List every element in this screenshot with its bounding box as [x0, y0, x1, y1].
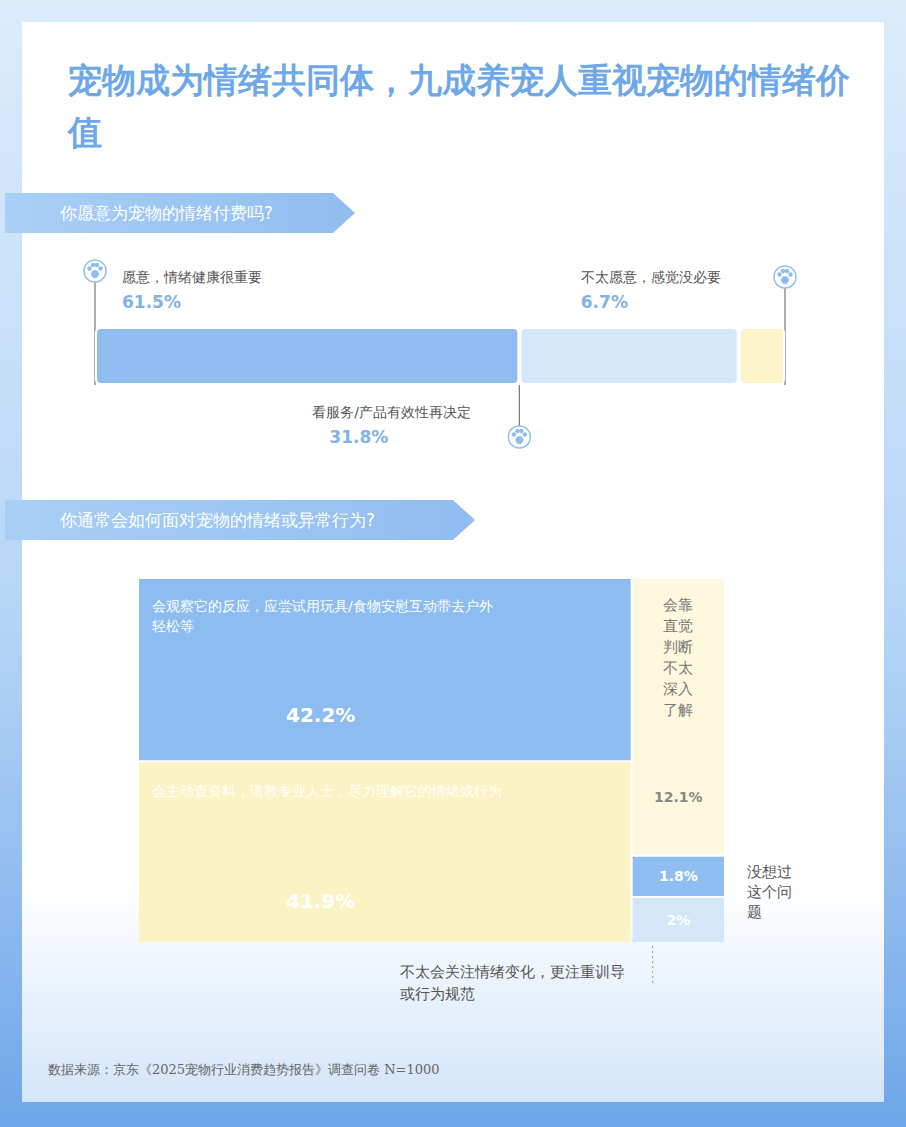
- svg-text:这个问: 这个问: [747, 883, 792, 901]
- svg-text:会观察它的反应，应尝试用玩具/食物安慰互动带去户外: 会观察它的反应，应尝试用玩具/食物安慰互动带去户外: [152, 598, 493, 614]
- svg-text:题: 题: [747, 903, 762, 921]
- svg-text:不太愿意，感觉没必要: 不太愿意，感觉没必要: [581, 269, 721, 285]
- svg-text:直觉: 直觉: [663, 617, 693, 635]
- svg-text:判断: 判断: [663, 638, 693, 656]
- svg-text:会主动查资料，请教专业人士，尽力理解它的情绪或行为: 会主动查资料，请教专业人士，尽力理解它的情绪或行为: [152, 783, 502, 799]
- html-text:数据来源：京东《2025宠物行业消费趋势报告》调查问卷 N=: 数据来源：京东《2025宠物行业消费趋势报告》调查问卷 N=1000: [48, 1062, 440, 1077]
- svg-text:愿意，情绪健康很重要: 愿意，情绪健康很重要: [122, 269, 262, 285]
- svg-text:或行为规范: 或行为规范: [400, 985, 475, 1003]
- svg-text:会靠: 会靠: [663, 596, 693, 614]
- svg-text:61.5%: 61.5%: [122, 292, 181, 312]
- svg-text:不太会关注情绪变化，更注重训导: 不太会关注情绪变化，更注重训导: [400, 963, 625, 981]
- svg-text:了解: 了解: [663, 701, 693, 719]
- svg-text:轻松等: 轻松等: [152, 618, 194, 634]
- svg-text:1.8%: 1.8%: [659, 868, 698, 884]
- html-text:宠物成为情绪共同体，九成养宠人重视宠物的情绪价值: 宠物成为情绪共同体，九成养宠人重视宠物的情绪价值: [68, 60, 850, 152]
- html-text:你愿意为宠物的情绪付费吗?: 你愿意为宠物的情绪付费吗?: [60, 203, 273, 223]
- svg-text:不太: 不太: [663, 659, 693, 677]
- svg-text:2%: 2%: [666, 912, 690, 928]
- svg-text:31.8%: 31.8%: [329, 427, 388, 447]
- svg-text:41.9%: 41.9%: [286, 889, 355, 913]
- html-text:你通常会如何面对宠物的情绪或异常行为?: 你通常会如何面对宠物的情绪或异常行为?: [60, 510, 375, 530]
- svg-text:42.2%: 42.2%: [286, 703, 355, 727]
- svg-text:12.1%: 12.1%: [654, 789, 703, 805]
- svg-text:深入: 深入: [663, 680, 693, 698]
- svg-text:看服务/产品有效性再决定: 看服务/产品有效性再决定: [312, 404, 471, 420]
- svg-text:没想过: 没想过: [747, 863, 792, 881]
- svg-text:6.7%: 6.7%: [581, 292, 628, 312]
